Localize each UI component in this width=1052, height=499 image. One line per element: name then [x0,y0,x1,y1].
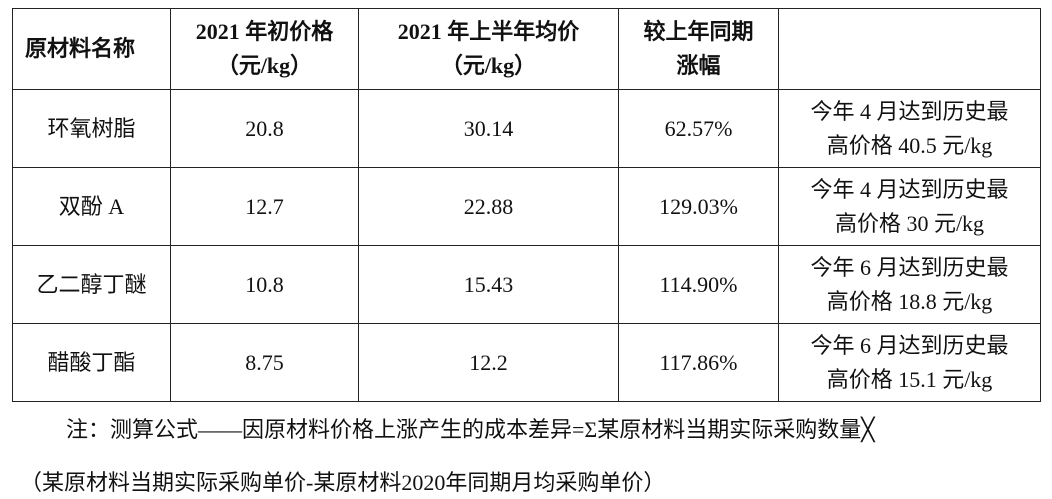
table-cell: 今年 6 月达到历史最 高价格 15.1 元/kg [778,323,1041,402]
cell-line: （元/kg） [216,53,313,78]
table-cell: 10.8 [170,245,359,324]
table-cell: 129.03% [618,167,779,246]
table-row: 双酚 A 12.7 22.88 129.03% 今年 4 月达到历史最 高价格 30 元/… [12,167,1041,246]
table-cell: 8.75 [170,323,359,402]
table-cell: 环氧树脂 [12,89,171,168]
table-cell: 12.2 [358,323,619,402]
table-cell: 今年 4 月达到历史最 高价格 40.5 元/kg [778,89,1041,168]
price-table: 原材料名称 2021 年初价格 （元/kg） 2021 年上半年均价 （元/kg） 较上年… [12,8,1041,402]
table-row: 乙二醇丁醚 10.8 15.43 114.90% 今年 6 月达到历史最 高价格 18.8… [12,245,1041,324]
header-cell: 原材料名称 [12,8,171,90]
cell-line: 2021 年上半年均价 [397,19,580,44]
table-row: 环氧树脂 20.8 30.14 62.57% 今年 4 月达到历史最 高价格 40.5 元… [12,89,1041,168]
cell-line: 高价格 15.1 元/kg [826,366,993,392]
table-row: 醋酸丁酯 8.75 12.2 117.86% 今年 6 月达到历史最 高价格 15.1 元… [12,323,1041,402]
table-cell: 今年 6 月达到历史最 高价格 18.8 元/kg [778,245,1041,324]
cell-line: 今年 4 月达到历史最 [810,98,1009,124]
note-line: （某原材料当期实际采购单价-某原材料2020年同期月均采购单价） [20,470,666,495]
table-cell: 乙二醇丁醚 [12,245,171,324]
table-cell: 20.8 [170,89,359,168]
cell-line: （元/kg） [440,53,537,78]
table-cell: 15.43 [358,245,619,324]
table-cell: 双酚 A [12,167,171,246]
cell-line: 2021 年初价格 [195,19,334,44]
cell-line: 今年 6 月达到历史最 [810,332,1009,358]
note-line: 注：测算公式——因原材料价格上涨产生的成本差异=Σ某原材料当期实际采购数量╳ [66,417,875,442]
cell-line: 今年 6 月达到历史最 [810,254,1009,280]
header-cell: 2021 年上半年均价 （元/kg） [358,8,619,90]
header-cell [778,8,1041,90]
cell-line: 高价格 18.8 元/kg [826,288,993,314]
cell-line: 高价格 30 元/kg [834,210,985,236]
header-cell: 2021 年初价格 （元/kg） [170,8,359,90]
table-cell: 醋酸丁酯 [12,323,171,402]
table-cell: 22.88 [358,167,619,246]
cell-line: 今年 4 月达到历史最 [810,176,1009,202]
table-cell: 114.90% [618,245,779,324]
table-cell: 62.57% [618,89,779,168]
table-cell: 今年 4 月达到历史最 高价格 30 元/kg [778,167,1041,246]
cell-line: 涨幅 [676,53,721,78]
table-cell: 12.7 [170,167,359,246]
cell-line: 原材料名称 [25,36,136,61]
cell-line: 较上年同期 [643,19,754,44]
header-cell: 较上年同期 涨幅 [618,8,779,90]
header-row: 原材料名称 2021 年初价格 （元/kg） 2021 年上半年均价 （元/kg） 较上年… [12,8,1041,90]
table-cell: 30.14 [358,89,619,168]
table-cell: 117.86% [618,323,779,402]
cell-line: 高价格 40.5 元/kg [826,132,993,158]
